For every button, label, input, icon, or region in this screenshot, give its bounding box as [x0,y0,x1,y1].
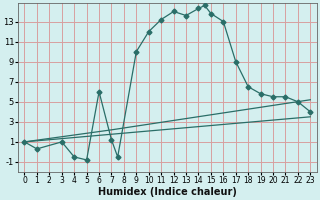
X-axis label: Humidex (Indice chaleur): Humidex (Indice chaleur) [98,187,237,197]
